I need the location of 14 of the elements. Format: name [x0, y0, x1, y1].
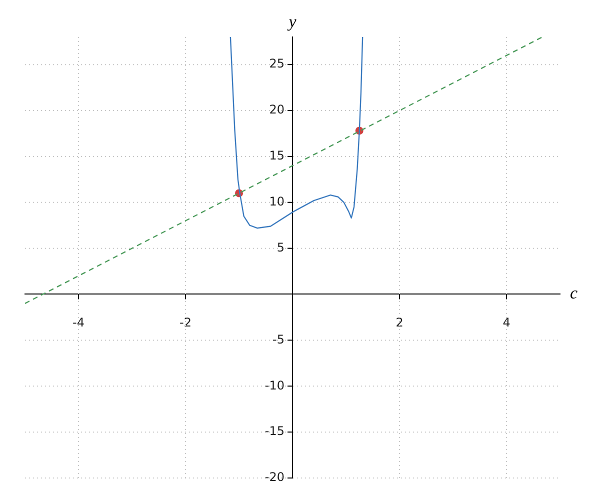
y-tick-label: -20 [264, 470, 284, 484]
x-axis-title: c [570, 284, 578, 303]
y-tick-label: -5 [272, 332, 284, 346]
y-tick-label: 10 [269, 194, 284, 208]
y-axis-title: y [286, 12, 297, 31]
y-tick-label: -10 [264, 378, 284, 392]
y-tick-label: 25 [269, 56, 284, 71]
x-tick-label: 4 [502, 316, 510, 330]
y-tick-label: 5 [276, 240, 284, 254]
x-tick-label: -2 [180, 316, 192, 330]
x-tick-label: -4 [72, 316, 84, 330]
y-tick-label: 15 [269, 148, 284, 163]
y-tick-label: 20 [269, 102, 284, 117]
y-tick-label: -15 [264, 424, 284, 438]
